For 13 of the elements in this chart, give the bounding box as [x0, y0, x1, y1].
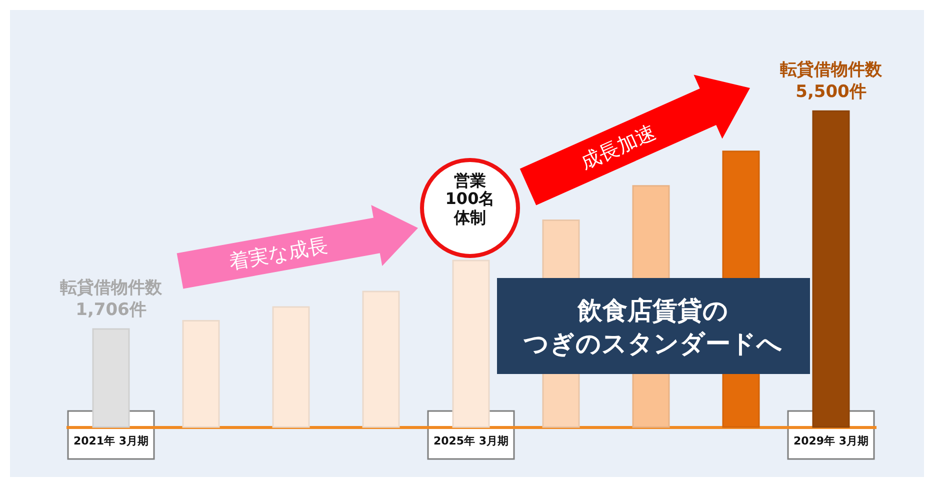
x-tick-label: 2025年 3月期 — [433, 434, 509, 448]
x-tick-label: 2021年 3月期 — [73, 434, 149, 448]
annotation: 営業100名体制 — [444, 171, 496, 228]
annotation: 着実な成長 — [227, 232, 330, 274]
bar — [182, 320, 220, 428]
data-label: 転貸借物件数 1,706件 — [59, 278, 163, 320]
data-label: 転貸借物件数 5,500件 — [779, 60, 883, 102]
x-tick-label: 2029年 3月期 — [793, 434, 869, 448]
annotation: つぎのスタンダードへ — [524, 328, 782, 358]
annotation: 飲食店賃貸の — [576, 296, 728, 324]
annotation: 成長加速 — [576, 120, 660, 174]
bar — [362, 290, 400, 428]
bar — [272, 306, 310, 428]
